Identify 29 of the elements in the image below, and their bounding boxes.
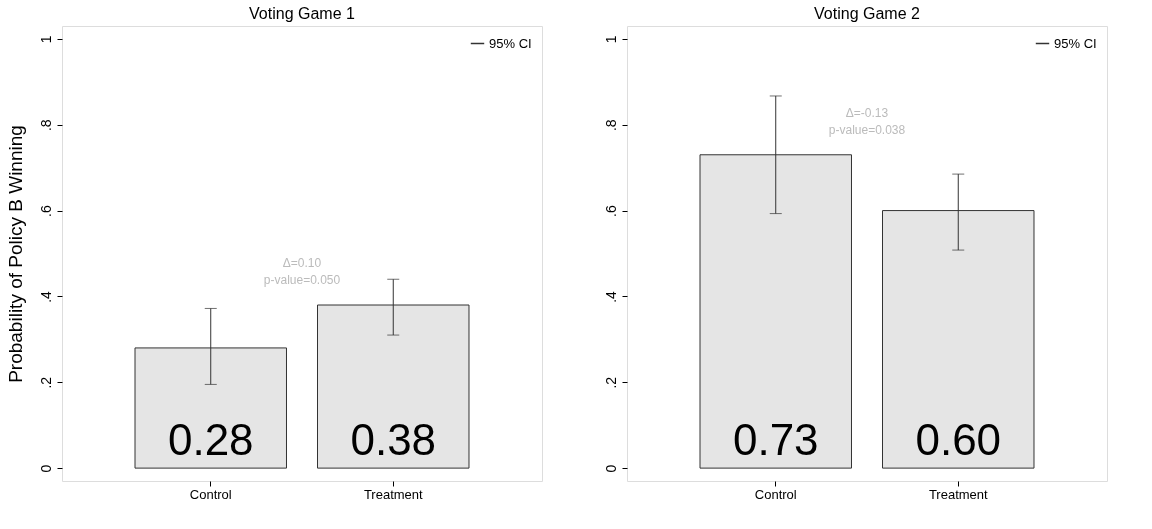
x-tick-label: Control — [754, 486, 797, 502]
annotation: p-value=0.038 — [828, 122, 906, 137]
y-tick-label: .4 — [602, 290, 619, 303]
y-axis-title: Probability of Policy B Winning — [4, 125, 26, 383]
x-tick-label: Control — [189, 486, 232, 502]
data-label: 0.38 — [350, 415, 437, 465]
y-tick-label: .2 — [37, 376, 54, 389]
annotation: p-value=0.050 — [263, 273, 341, 288]
annotation: Δ=-0.13 — [845, 105, 889, 120]
annotation: 95% CI — [489, 35, 532, 51]
chart-title: Voting Game 2 — [814, 5, 921, 22]
y-tick-label: 0 — [602, 464, 619, 473]
y-tick-label: .6 — [602, 205, 619, 217]
data-label: 0.28 — [167, 415, 254, 465]
x-tick-label: Treatment — [363, 486, 424, 502]
y-tick-label: .4 — [37, 290, 54, 303]
y-tick-label: .2 — [602, 376, 619, 389]
y-tick-label: .6 — [37, 205, 54, 217]
annotation: 95% CI — [1054, 35, 1097, 51]
annotation: Δ=0.10 — [282, 256, 322, 271]
data-label: 0.60 — [915, 415, 1002, 465]
y-tick-label: .8 — [602, 119, 619, 132]
x-tick-label: Treatment — [928, 486, 989, 502]
y-tick-label: 1 — [602, 35, 619, 44]
y-tick-label: 1 — [37, 35, 54, 44]
chart-title: Voting Game 1 — [249, 5, 356, 22]
data-label: 0.73 — [732, 415, 819, 465]
y-tick-label: .8 — [37, 119, 54, 132]
y-tick-label: 0 — [37, 464, 54, 473]
